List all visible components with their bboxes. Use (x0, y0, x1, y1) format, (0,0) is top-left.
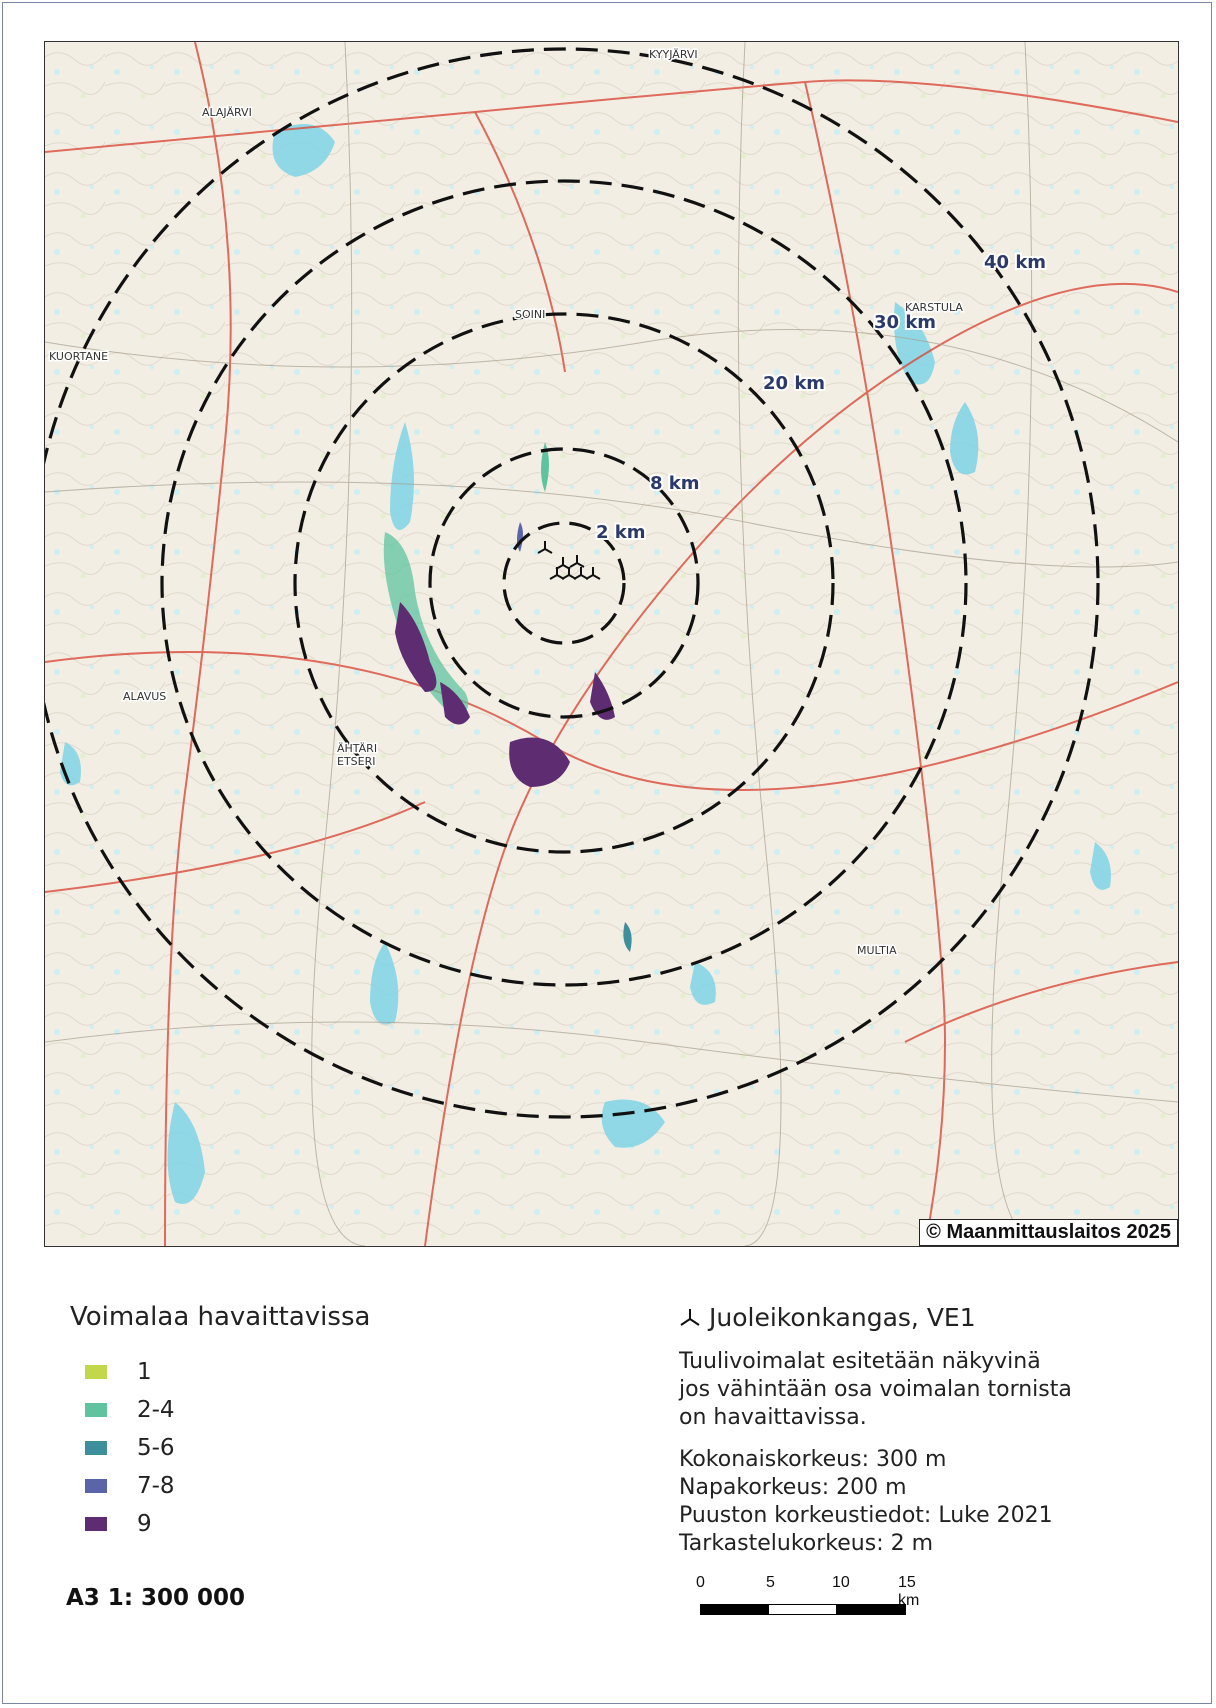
lakes (60, 124, 1111, 1204)
place-ahtari: ÄHTÄRI (337, 742, 377, 755)
map-panel[interactable]: 2 km 8 km 20 km 30 km 40 km ALAJÄRVI KYY… (44, 41, 1179, 1247)
visibility-zones (383, 442, 632, 952)
place-multia: MULTIA (857, 944, 897, 957)
legend-label: 2-4 (137, 1397, 175, 1423)
legend-label: 9 (137, 1511, 152, 1537)
legend-item: 1 (85, 1353, 175, 1391)
place-etseri: ETSERI (337, 755, 376, 768)
legend-label: 1 (137, 1359, 152, 1385)
info-panel: Juoleikonkangas, VE1 Tuulivoimalat esite… (679, 1304, 1072, 1572)
place-labels: ALAJÄRVI KYYJÄRVI SOINI KUORTANE KARSTUL… (48, 47, 965, 959)
legend: 1 2-4 5-6 7-8 9 (85, 1353, 175, 1543)
ring-label-30km: 30 km (874, 312, 936, 333)
legend-item: 7-8 (85, 1467, 175, 1505)
info-title-row: Juoleikonkangas, VE1 (679, 1304, 1072, 1332)
copyright-notice: © Maanmittauslaitos 2025 (919, 1219, 1178, 1246)
terrain-background (45, 42, 1178, 1246)
ring-2km (502, 521, 626, 645)
legend-title: Voimalaa havaittavissa (70, 1302, 371, 1332)
legend-swatch (85, 1479, 107, 1493)
legend-swatch (85, 1441, 107, 1455)
roads (45, 42, 1178, 1246)
ring-label-8km: 8 km (650, 473, 700, 494)
scale-segment (700, 1604, 770, 1615)
minor-roads (45, 42, 1178, 1246)
scale-tick: 5 (766, 1574, 775, 1591)
ring-label-2km: 2 km (596, 522, 646, 543)
place-alajarvi: ALAJÄRVI (202, 106, 252, 119)
scale-bar: 0 5 10 15 km (696, 1574, 940, 1624)
description-line: Tuulivoimalat esitetään näkyvinä (679, 1349, 1041, 1374)
legend-swatch (85, 1517, 107, 1531)
place-kuortane: KUORTANE (49, 350, 108, 363)
spec-observer-height: Tarkastelukorkeus: 2 m (679, 1531, 934, 1556)
ring-8km (428, 447, 700, 719)
legend-label: 5-6 (137, 1435, 175, 1461)
spec-tree-data: Puuston korkeustiedot: Luke 2021 (679, 1503, 1053, 1528)
project-title: Juoleikonkangas, VE1 (709, 1303, 976, 1332)
legend-swatch (85, 1365, 107, 1379)
distance-rings (45, 47, 1100, 1119)
place-alavus: ALAVUS (123, 690, 166, 703)
turbine-icon (680, 1309, 700, 1326)
place-soini: SOINI (515, 308, 545, 321)
spec-total-height: Kokonaiskorkeus: 300 m (679, 1447, 947, 1472)
scale-segment (768, 1604, 838, 1615)
ring-labels: 2 km 8 km 20 km 30 km 40 km (594, 250, 1048, 545)
ring-30km (160, 179, 968, 987)
description-line: jos vähintään osa voimalan tornista (679, 1377, 1072, 1402)
map-canvas: 2 km 8 km 20 km 30 km 40 km ALAJÄRVI KYY… (45, 42, 1178, 1246)
legend-label: 7-8 (137, 1473, 175, 1499)
scale-tick: 10 (832, 1574, 850, 1591)
specs: Kokonaiskorkeus: 300 m Napakorkeus: 200 … (679, 1446, 1072, 1558)
map-scale-text: A3 1: 300 000 (66, 1585, 246, 1611)
description: Tuulivoimalat esitetään näkyvinä jos väh… (679, 1348, 1072, 1432)
legend-item: 9 (85, 1505, 175, 1543)
legend-item: 2-4 (85, 1391, 175, 1429)
legend-item: 5-6 (85, 1429, 175, 1467)
ring-40km (45, 47, 1100, 1119)
turbine-symbols (537, 541, 601, 580)
ring-20km (293, 312, 835, 854)
spec-hub-height: Napakorkeus: 200 m (679, 1475, 907, 1500)
legend-swatch (85, 1403, 107, 1417)
ring-label-40km: 40 km (984, 252, 1046, 273)
place-kyyjarvi: KYYJÄRVI (649, 48, 698, 61)
description-line: on havaittavissa. (679, 1405, 867, 1430)
ring-label-20km: 20 km (763, 373, 825, 394)
scale-tick: 0 (696, 1574, 705, 1591)
scale-segment (836, 1604, 906, 1615)
place-karstula: KARSTULA (905, 301, 963, 314)
